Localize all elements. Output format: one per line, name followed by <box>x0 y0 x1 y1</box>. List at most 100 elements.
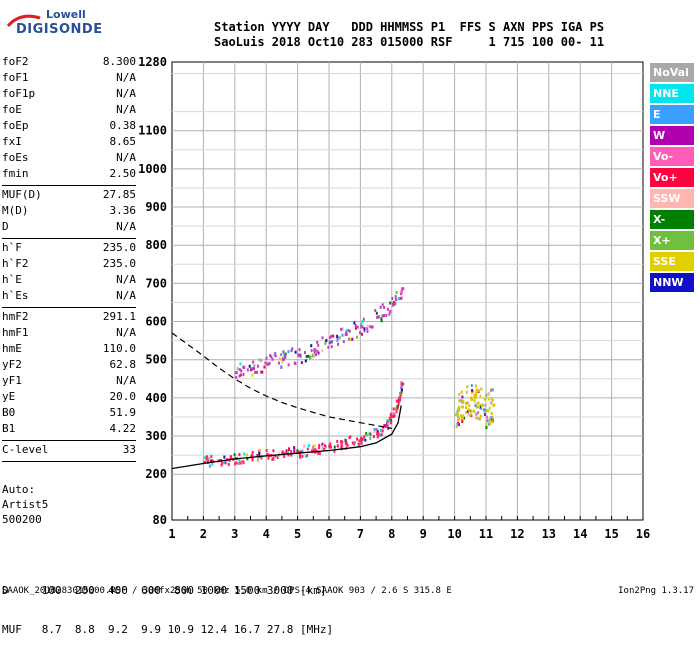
data-point <box>351 337 354 341</box>
data-point <box>336 336 339 340</box>
legend-item: E <box>650 105 694 124</box>
param-value: N/A <box>116 103 136 116</box>
data-point <box>399 391 402 395</box>
param-row: foEs N/A <box>2 151 136 167</box>
data-point <box>288 447 291 451</box>
data-point <box>353 441 356 445</box>
data-point <box>475 388 478 392</box>
param-value: N/A <box>116 289 136 302</box>
data-point <box>388 416 391 420</box>
data-point <box>341 333 344 337</box>
data-point <box>486 419 489 423</box>
data-point <box>347 329 350 333</box>
data-point <box>257 458 260 462</box>
data-point <box>301 454 304 458</box>
data-point <box>466 385 469 389</box>
param-value: N/A <box>116 374 136 387</box>
data-point <box>274 454 277 458</box>
data-point <box>390 414 393 418</box>
data-point <box>489 388 492 392</box>
x-tick-label: 2 <box>200 527 207 541</box>
data-point <box>387 307 390 311</box>
data-point <box>235 375 238 379</box>
data-point <box>236 367 239 371</box>
param-value: 51.9 <box>109 406 137 419</box>
data-point <box>352 442 355 446</box>
profile-line-dashed <box>171 332 392 429</box>
data-point <box>396 404 399 408</box>
data-point <box>348 337 351 341</box>
data-point <box>465 405 468 409</box>
data-point <box>313 350 316 354</box>
data-point <box>291 347 294 351</box>
data-point <box>332 334 335 338</box>
data-point <box>267 456 270 460</box>
param-row: D N/A <box>2 220 136 236</box>
x-tick-label: 8 <box>388 527 395 541</box>
data-point <box>454 413 458 417</box>
data-point <box>233 453 236 457</box>
series-1 <box>234 287 405 379</box>
data-point <box>486 409 489 413</box>
data-point <box>260 358 263 362</box>
data-point <box>304 454 307 458</box>
data-point <box>351 441 354 445</box>
data-point <box>492 403 496 407</box>
data-point <box>327 345 330 349</box>
param-value: N/A <box>116 151 136 164</box>
data-point <box>398 397 402 401</box>
data-point <box>376 435 379 439</box>
data-point <box>479 414 482 418</box>
param-value: 291.1 <box>102 310 136 323</box>
data-point <box>313 348 317 352</box>
data-point <box>483 412 486 416</box>
param-name: yE <box>2 390 16 403</box>
data-point <box>460 390 463 394</box>
data-point <box>312 445 315 449</box>
param-row: B0 51.9 <box>2 406 136 422</box>
param-value: 2.50 <box>109 167 137 180</box>
data-point <box>243 366 246 370</box>
data-point <box>470 384 473 388</box>
param-row: fxI 8.65 <box>2 135 136 151</box>
data-point <box>490 397 493 401</box>
data-point <box>381 429 384 433</box>
param-group-5: C-level 33 <box>2 443 136 459</box>
legend-item: NoVal <box>650 63 694 82</box>
x-tick-label: 5 <box>294 527 301 541</box>
data-point <box>324 444 327 448</box>
data-point <box>325 338 328 342</box>
data-point <box>387 422 390 426</box>
data-point <box>287 453 290 457</box>
data-point <box>256 453 259 457</box>
param-row: foE N/A <box>2 103 136 119</box>
data-point <box>473 399 476 403</box>
data-point <box>290 450 293 454</box>
data-point <box>376 315 380 319</box>
param-row: B1 4.22 <box>2 422 136 438</box>
data-point <box>344 441 348 445</box>
data-point <box>209 459 212 463</box>
data-point <box>399 297 402 301</box>
data-point <box>360 332 363 336</box>
data-point <box>484 408 487 412</box>
data-point <box>393 301 396 305</box>
data-point <box>283 353 286 357</box>
param-name: foF1p <box>2 87 36 100</box>
data-point <box>475 412 478 416</box>
data-point <box>234 462 237 466</box>
param-row: hmE 110.0 <box>2 342 136 358</box>
data-point <box>397 297 400 301</box>
param-row: M(D) 3.36 <box>2 204 136 220</box>
data-point <box>324 341 327 345</box>
data-point <box>237 462 240 466</box>
data-point <box>357 442 360 446</box>
data-point <box>258 358 261 362</box>
data-point <box>400 296 403 300</box>
data-point <box>282 350 285 354</box>
data-point <box>203 460 207 464</box>
y-tick-label: 80 <box>153 513 167 527</box>
param-value: N/A <box>116 326 136 339</box>
param-value: N/A <box>116 220 136 233</box>
param-row: h`F2 235.0 <box>2 257 136 273</box>
